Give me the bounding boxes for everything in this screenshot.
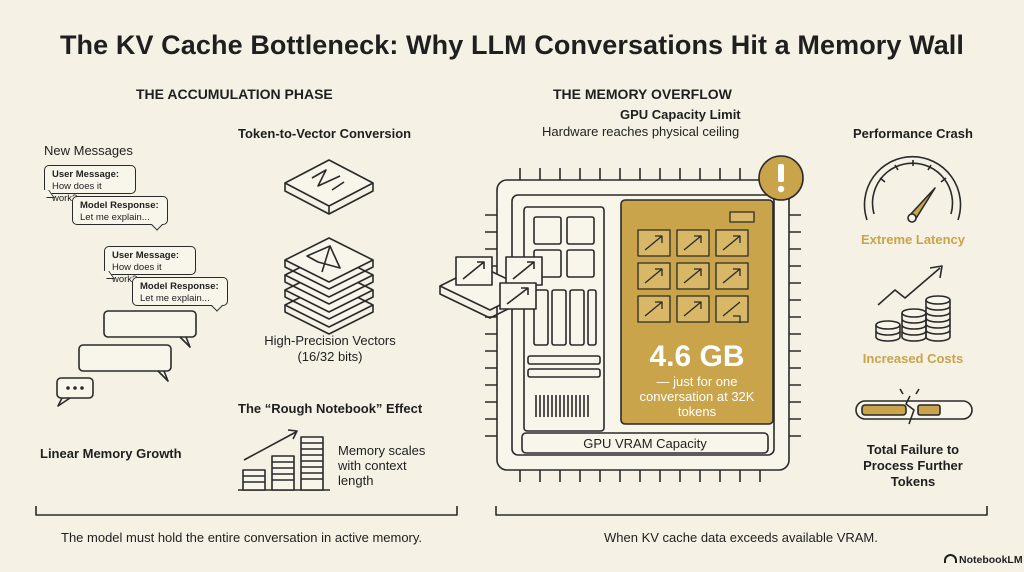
left-footer: The model must hold the entire conversat…	[61, 530, 423, 545]
memory-growth-bars-icon	[238, 429, 330, 491]
typing-dots-icon	[66, 386, 84, 390]
empty-bubbles	[56, 310, 197, 407]
memory-value: 4.6 GB	[649, 340, 745, 373]
bubble-head: Model Response:	[80, 200, 159, 211]
left-bracket	[35, 506, 458, 516]
brand-name: NotebookLM	[959, 554, 1023, 566]
token-conversion-label: Token-to-Vector Conversion	[238, 126, 412, 141]
vectors-label: High-Precision Vectors	[264, 333, 396, 348]
bubble-model-2: Model Response: Let me explain...	[132, 277, 228, 306]
latency-label: Extreme Latency	[860, 232, 966, 247]
vector-stack-icon	[284, 237, 374, 335]
broken-progress-bar-icon	[855, 388, 973, 425]
brand-watermark: NotebookLM	[944, 554, 1023, 566]
speedometer-icon	[863, 155, 962, 223]
vectors-bits-label: (16/32 bits)	[297, 349, 363, 364]
incoming-data-plate-icon	[439, 256, 543, 319]
bubble-head: User Message:	[52, 169, 120, 180]
rising-costs-icon	[875, 265, 951, 342]
linear-growth-label: Linear Memory Growth	[40, 446, 182, 461]
memory-desc: — just for one conversation at 32K token…	[639, 374, 755, 419]
right-footer: When KV cache data exceeds available VRA…	[604, 530, 878, 545]
gpu-limit-label: GPU Capacity Limit	[620, 107, 741, 122]
vram-label: GPU VRAM Capacity	[583, 436, 707, 451]
bubble-user-1: User Message: How does it work?	[44, 165, 136, 204]
bubble-body: How does it work?	[112, 262, 162, 285]
memory-scales-label: Memory scales with context length	[338, 443, 426, 488]
gpu-limit-sub: Hardware reaches physical ceiling	[542, 124, 740, 139]
bubble-body: How does it work?	[52, 181, 102, 204]
perf-crash-label: Performance Crash	[853, 126, 973, 141]
rough-notebook-label: The “Rough Notebook” Effect	[238, 401, 423, 416]
overflow-heading: THE MEMORY OVERFLOW	[553, 86, 732, 102]
kv-cache-cells	[637, 211, 755, 323]
bubble-model-1: Model Response: Let me explain...	[72, 196, 168, 225]
warning-icon	[758, 155, 804, 201]
token-plate-icon	[284, 159, 374, 215]
accumulation-heading: THE ACCUMULATION PHASE	[136, 86, 333, 102]
right-bracket	[495, 506, 988, 516]
brand-logo-icon	[944, 554, 957, 563]
bubble-body: Let me explain...	[140, 293, 210, 304]
bubble-body: Let me explain...	[80, 212, 150, 223]
bubble-head: User Message:	[112, 250, 180, 261]
costs-label: Increased Costs	[862, 351, 964, 366]
page-title: The KV Cache Bottleneck: Why LLM Convers…	[59, 30, 965, 60]
bubble-user-2: User Message: How does it work?	[104, 246, 196, 285]
bubble-head: Model Response:	[140, 281, 219, 292]
new-messages-label: New Messages	[44, 143, 133, 158]
failure-label: Total Failure to Process Further Tokens	[863, 442, 963, 489]
